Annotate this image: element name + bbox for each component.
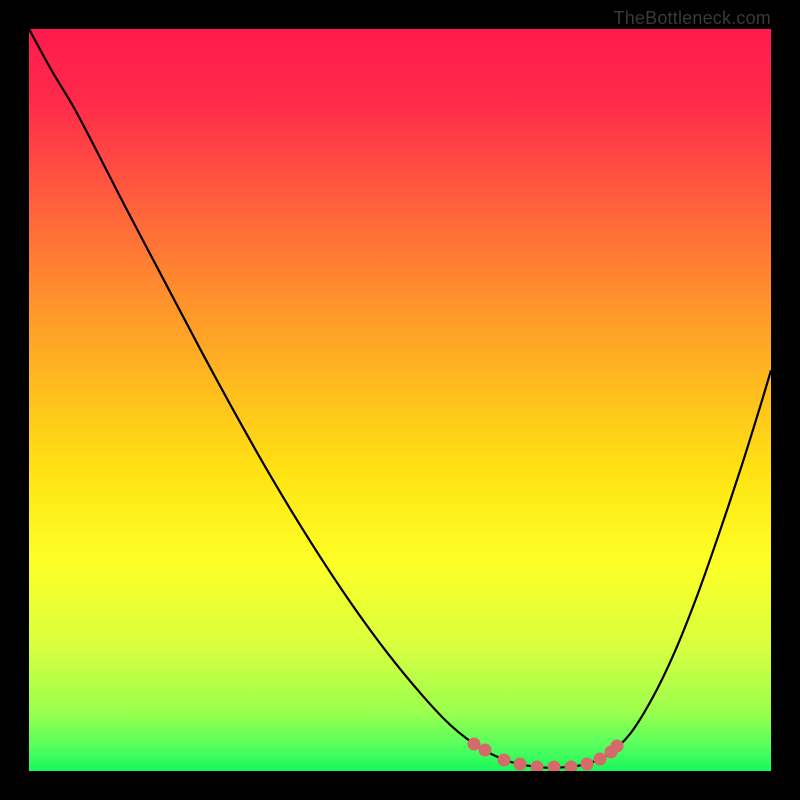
data-marker	[514, 758, 527, 771]
data-marker	[479, 744, 492, 757]
data-marker	[531, 760, 544, 771]
data-marker	[497, 753, 510, 766]
data-marker	[564, 760, 577, 771]
data-marker	[548, 761, 561, 771]
data-marker	[611, 739, 624, 752]
watermark-text: TheBottleneck.com	[614, 8, 771, 29]
plot-area	[29, 29, 771, 771]
data-marker	[580, 757, 593, 770]
gradient-background	[29, 29, 771, 771]
